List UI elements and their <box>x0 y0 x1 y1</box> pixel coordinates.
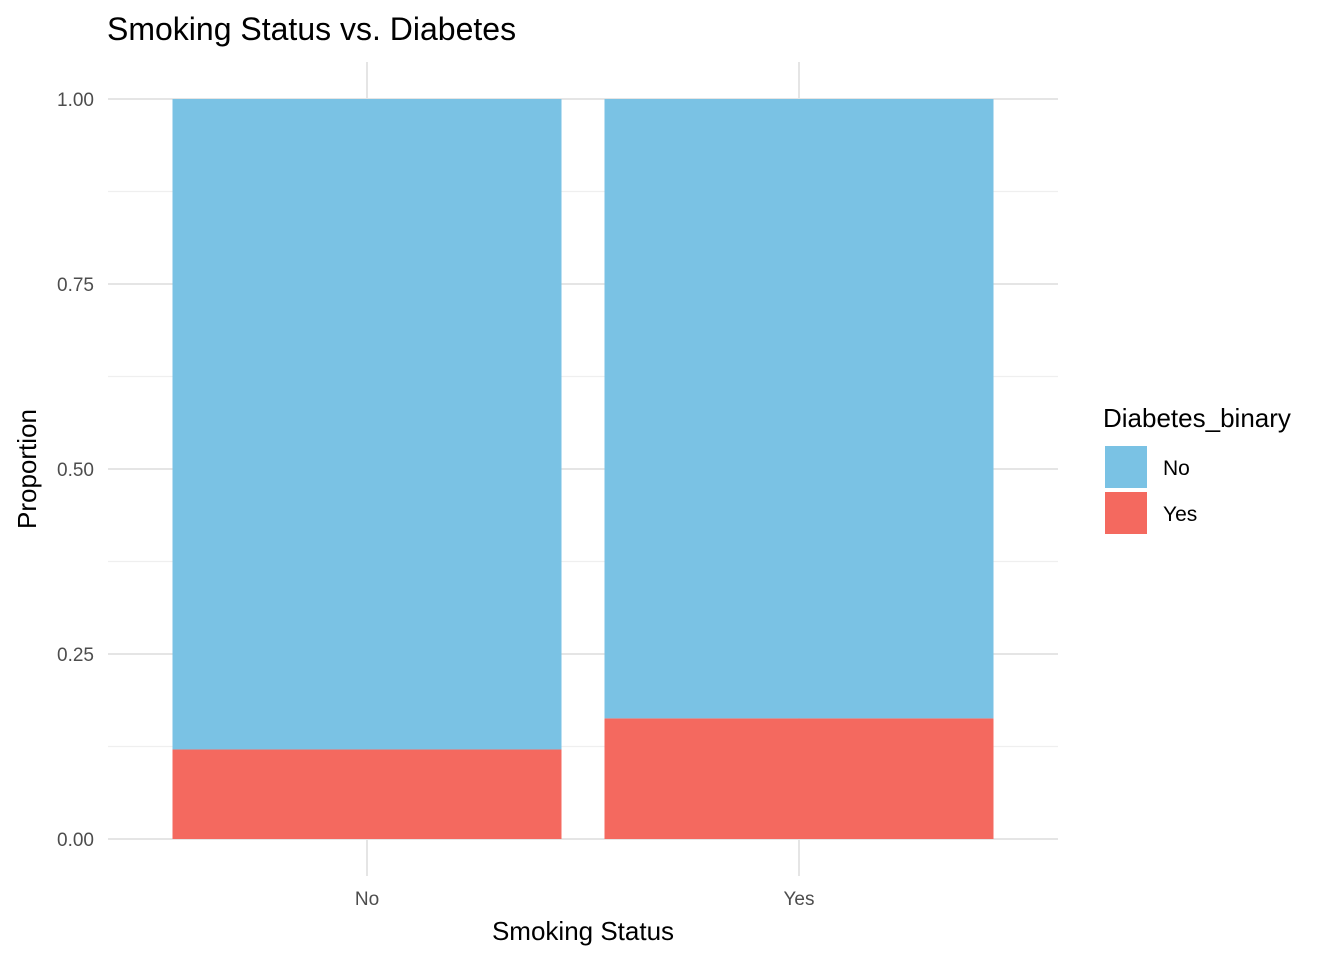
bar-yes-no <box>604 99 994 719</box>
y-tick-label: 0.50 <box>57 460 94 481</box>
y-axis-title: Proportion <box>12 409 42 529</box>
bar-no-yes <box>172 749 562 839</box>
x-tick-label: No <box>355 889 379 910</box>
bar-no-no <box>172 99 562 750</box>
x-tick-labels: No Yes <box>355 889 815 910</box>
legend-label-yes: Yes <box>1163 503 1197 526</box>
y-tick-label: 0.25 <box>57 645 94 666</box>
bar-yes-yes <box>604 718 994 839</box>
x-tick-label: Yes <box>784 889 815 910</box>
y-tick-label: 1.00 <box>57 90 94 111</box>
x-axis-title: Smoking Status <box>492 916 674 946</box>
bars <box>172 99 994 839</box>
legend-swatch-no <box>1105 446 1147 488</box>
legend-title: Diabetes_binary <box>1103 403 1291 433</box>
y-tick-label: 0.75 <box>57 275 94 296</box>
legend-label-no: No <box>1163 457 1190 480</box>
legend: Diabetes_binary No Yes <box>1103 403 1291 534</box>
legend-swatch-yes <box>1105 492 1147 534</box>
y-tick-label: 0.00 <box>57 830 94 851</box>
chart-title: Smoking Status vs. Diabetes <box>107 11 516 47</box>
y-tick-labels: 0.00 0.25 0.50 0.75 1.00 <box>57 90 94 851</box>
